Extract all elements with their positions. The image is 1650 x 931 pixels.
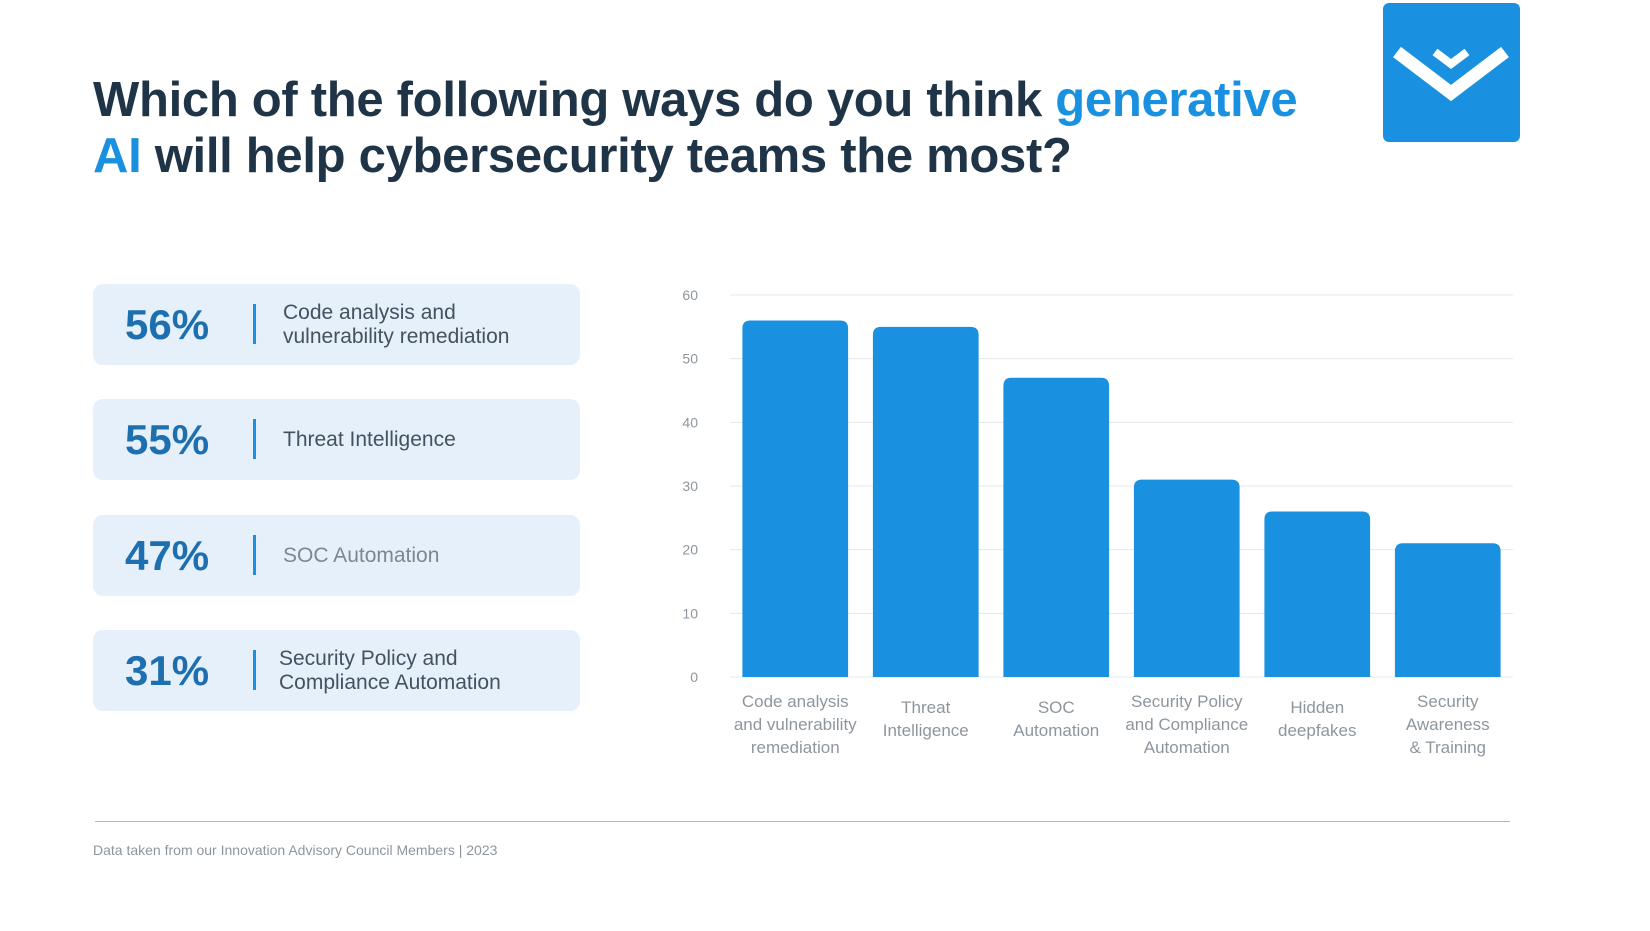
- x-tick-label: Hidden deepfakes: [1278, 698, 1356, 740]
- y-tick-label: 40: [682, 414, 698, 430]
- bar: [1264, 511, 1371, 677]
- footer-note: Data taken from our Innovation Advisory …: [93, 842, 498, 858]
- highlight-card-4: 31% Security Policy and Compliance Autom…: [93, 630, 580, 711]
- y-tick-label: 20: [682, 542, 698, 558]
- y-tick-label: 50: [682, 351, 698, 367]
- x-tick-label: SOC Automation: [1013, 698, 1099, 740]
- highlight-label: Security Policy and Compliance Automatio…: [279, 646, 501, 694]
- divider: [253, 304, 256, 344]
- footer-divider: [95, 821, 1510, 822]
- x-tick-label: Threat Intelligence: [883, 698, 969, 740]
- bar-chart: 0 10 20 30 40 50 60 Code analysis and vulnerabil…: [682, 287, 1513, 757]
- bar: [742, 320, 849, 677]
- highlight-percent: 31%: [125, 647, 210, 694]
- highlight-percent: 55%: [125, 416, 210, 463]
- highlight-label: SOC Automation: [283, 543, 440, 567]
- divider: [253, 535, 256, 575]
- brand-logo: [1383, 3, 1520, 142]
- highlight-label: Code analysis and vulnerability remediat…: [283, 300, 510, 348]
- divider: [253, 650, 256, 690]
- y-tick-label: 0: [690, 669, 698, 685]
- bar: [872, 326, 979, 677]
- highlight-card-2: 55% Threat Intelligence: [93, 399, 580, 480]
- bar: [1133, 479, 1240, 677]
- highlight-card-1: 56% Code analysis and vulnerability reme…: [93, 284, 580, 365]
- chevron-logo-icon: [1393, 46, 1509, 102]
- x-tick-label: Security Policy and Compliance Automation: [1125, 692, 1248, 757]
- x-tick-label: Code analysis and vulnerability remediatio…: [734, 692, 857, 757]
- highlight-card-3: 47% SOC Automation: [93, 515, 580, 596]
- x-tick-label: Security Awareness & Training: [1406, 692, 1490, 757]
- bar: [1003, 377, 1110, 677]
- divider: [253, 419, 256, 459]
- title-part-2: will help cybersecurity teams the most?: [141, 129, 1072, 183]
- highlight-label: Threat Intelligence: [283, 427, 456, 451]
- highlight-percent: 47%: [125, 532, 210, 579]
- page-title: Which of the following ways do you think…: [93, 72, 1313, 184]
- y-tick-label: 60: [682, 287, 698, 303]
- highlight-percent: 56%: [125, 301, 210, 348]
- title-highlight: generative AI: [93, 73, 1298, 183]
- y-tick-label: 10: [682, 605, 698, 621]
- title-part-1: Which of the following ways do you think: [93, 73, 1056, 127]
- bar: [1394, 543, 1501, 677]
- y-tick-label: 30: [682, 478, 698, 494]
